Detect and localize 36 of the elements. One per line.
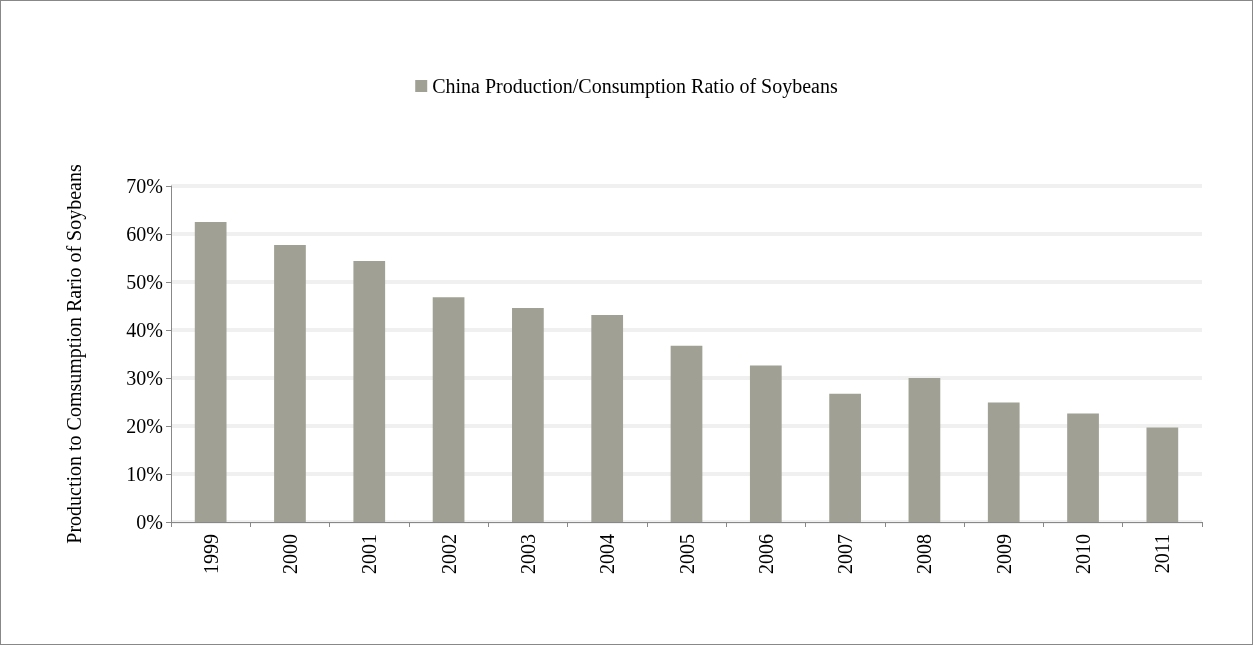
x-tick-label: 2001 <box>358 534 381 574</box>
bar <box>1067 413 1099 522</box>
bar <box>353 260 386 522</box>
y-tick-label: 10% <box>126 463 163 485</box>
x-tick-label: 2008 <box>913 534 936 574</box>
x-tick-label: 2004 <box>596 534 619 574</box>
legend-label: China Production/Consumption Ratio of Soybeans <box>432 75 838 98</box>
x-tick-label: 2009 <box>992 534 1015 574</box>
bar <box>274 245 306 522</box>
x-tick-label: 2002 <box>437 534 460 574</box>
bar <box>591 315 624 522</box>
bar <box>512 307 544 522</box>
x-tick-label: 2003 <box>516 534 539 574</box>
x-tick-label: 2005 <box>675 534 698 574</box>
y-tick-label: 70% <box>126 175 163 197</box>
bar <box>1146 427 1179 522</box>
y-tick-label: 0% <box>136 511 163 533</box>
bar <box>749 365 782 522</box>
bar <box>670 345 703 522</box>
y-tick-label: 20% <box>126 415 163 437</box>
x-tick-label: 2011 <box>1151 534 1174 574</box>
x-tick-label: 1999 <box>199 534 222 574</box>
bar <box>829 393 861 522</box>
y-tick-label: 50% <box>126 271 163 293</box>
x-tick-label: 2007 <box>834 534 857 574</box>
y-tick-label: 30% <box>126 367 163 389</box>
y-tick-label: 40% <box>126 319 163 341</box>
y-tick-label: 60% <box>126 223 163 245</box>
y-axis-title: Production to Comsumption Rario of Soybeans <box>63 164 86 544</box>
x-tick-label: 2010 <box>1072 534 1095 574</box>
x-tick-label: 2006 <box>754 534 777 574</box>
bar <box>432 297 465 522</box>
bar <box>908 378 941 522</box>
bar <box>987 402 1020 522</box>
bar <box>194 222 227 522</box>
x-tick-label: 2000 <box>278 534 301 574</box>
